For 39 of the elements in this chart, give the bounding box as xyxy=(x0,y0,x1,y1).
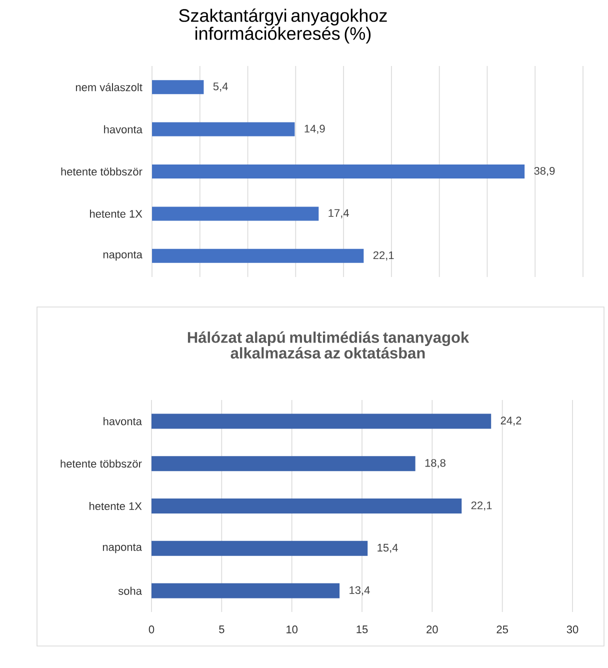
data-label: 18,8 xyxy=(425,459,446,468)
x-tick-label: 5 xyxy=(219,626,224,634)
data-label: 5,4 xyxy=(213,82,228,92)
y-tick-label: nem válaszolt xyxy=(76,83,142,92)
y-tick-label: naponta xyxy=(103,251,142,261)
x-tick-label: 15 xyxy=(356,626,368,634)
data-label: 13,4 xyxy=(350,586,370,596)
data-label: 38,9 xyxy=(534,166,555,176)
bar xyxy=(152,414,492,429)
bar xyxy=(152,206,319,221)
bar xyxy=(152,164,525,178)
x-tick-label: 30 xyxy=(566,626,578,634)
bar xyxy=(152,583,340,598)
data-label: 24,2 xyxy=(500,416,522,426)
bar xyxy=(152,122,295,136)
y-tick-label: naponta xyxy=(102,544,142,554)
y-tick-label: soha xyxy=(118,586,142,595)
bar xyxy=(152,248,364,263)
data-label: 22,1 xyxy=(373,251,394,260)
data-label: 17,4 xyxy=(328,209,349,218)
bar xyxy=(152,498,462,514)
chart-title: Szaktantárgyi anyagokhoz információkeresés (%) xyxy=(179,8,387,44)
data-label: 15,4 xyxy=(378,544,398,553)
bar xyxy=(152,456,416,472)
chart-title: Hálózat alapú multimédiás tananyagok alkalmazása az oktatásban xyxy=(188,331,470,359)
y-tick-label: hetente többször xyxy=(60,460,142,468)
x-tick-label: 20 xyxy=(426,626,438,634)
y-tick-label: havonta xyxy=(104,125,142,134)
y-tick-label: havonta xyxy=(104,417,142,426)
data-label: 22,1 xyxy=(471,501,492,511)
bar xyxy=(152,80,204,94)
data-label: 14,9 xyxy=(304,124,325,134)
y-tick-label: hetente 1X xyxy=(90,502,142,510)
y-tick-label: hetente 1X xyxy=(90,210,142,218)
y-tick-label: hetente többször xyxy=(61,167,142,176)
bar xyxy=(152,540,368,556)
x-tick-label: 0 xyxy=(148,626,154,634)
x-tick-label: 10 xyxy=(286,626,298,634)
x-tick-label: 25 xyxy=(496,626,508,634)
